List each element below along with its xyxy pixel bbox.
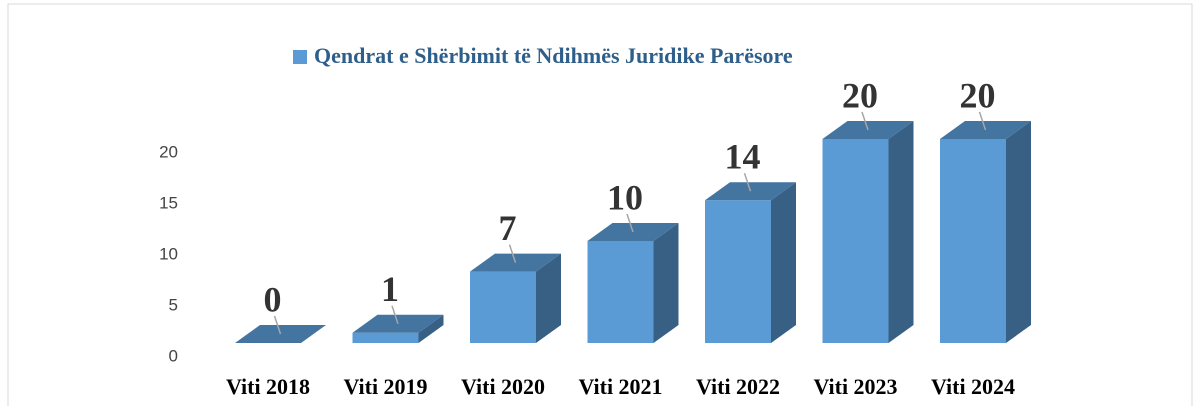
x-tick-label: Viti 2018 (226, 374, 310, 399)
bar-front (352, 332, 419, 343)
bar-side (771, 182, 796, 343)
bar-front (705, 200, 771, 343)
chart-border (7, 3, 1193, 406)
data-label: 14 (725, 136, 761, 176)
leader-line (273, 315, 282, 335)
bar (352, 314, 444, 343)
leader-line (861, 111, 869, 131)
data-label: 20 (842, 75, 878, 115)
bar (587, 223, 679, 343)
legend-swatch (293, 50, 307, 64)
bar-side (418, 314, 444, 343)
x-tick-label: Viti 2022 (696, 374, 780, 399)
x-tick-label: Viti 2019 (343, 374, 427, 399)
bar-front (470, 271, 536, 343)
x-tick-label: Viti 2024 (931, 374, 1015, 399)
bar-side (888, 121, 914, 343)
x-tick-label: Viti 2023 (813, 374, 897, 399)
bar (822, 121, 914, 343)
leader-line (508, 244, 517, 263)
leader-line (626, 213, 634, 233)
bar (940, 121, 1031, 343)
leader-line (743, 172, 752, 192)
x-tick-label: Viti 2021 (578, 374, 662, 399)
bar (470, 253, 561, 343)
bar-side (1006, 121, 1031, 343)
data-label: 0 (264, 279, 282, 319)
legend-label: Qendrat e Shërbimit të Ndihmës Juridike … (314, 43, 793, 68)
bar-front (587, 241, 654, 343)
bar-side (653, 223, 679, 343)
data-label: 7 (499, 208, 517, 248)
y-tick-label: 0 (169, 346, 178, 365)
data-label: 1 (381, 269, 399, 309)
bar (705, 182, 796, 343)
data-label: 20 (960, 75, 996, 115)
y-tick-label: 10 (159, 244, 178, 263)
leader-line (391, 305, 399, 325)
x-tick-label: Viti 2020 (461, 374, 545, 399)
y-tick-label: 20 (159, 142, 178, 161)
y-tick-label: 5 (169, 295, 178, 314)
leader-line (978, 111, 987, 131)
bar-side (536, 253, 561, 343)
y-tick-label: 15 (159, 193, 178, 212)
data-label: 10 (607, 177, 643, 217)
bar-front (822, 139, 889, 343)
bar-front (940, 139, 1006, 343)
